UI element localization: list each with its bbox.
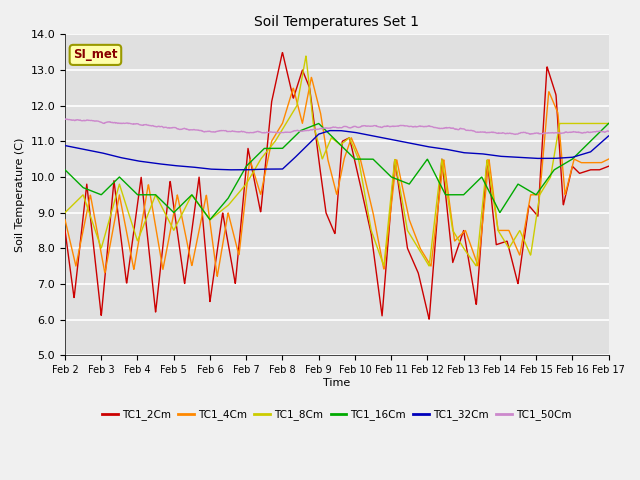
Title: Soil Temperatures Set 1: Soil Temperatures Set 1	[254, 15, 419, 29]
Y-axis label: Soil Temperature (C): Soil Temperature (C)	[15, 138, 25, 252]
X-axis label: Time: Time	[323, 378, 351, 388]
Text: SI_met: SI_met	[73, 48, 118, 61]
Legend: TC1_2Cm, TC1_4Cm, TC1_8Cm, TC1_16Cm, TC1_32Cm, TC1_50Cm: TC1_2Cm, TC1_4Cm, TC1_8Cm, TC1_16Cm, TC1…	[98, 405, 575, 425]
